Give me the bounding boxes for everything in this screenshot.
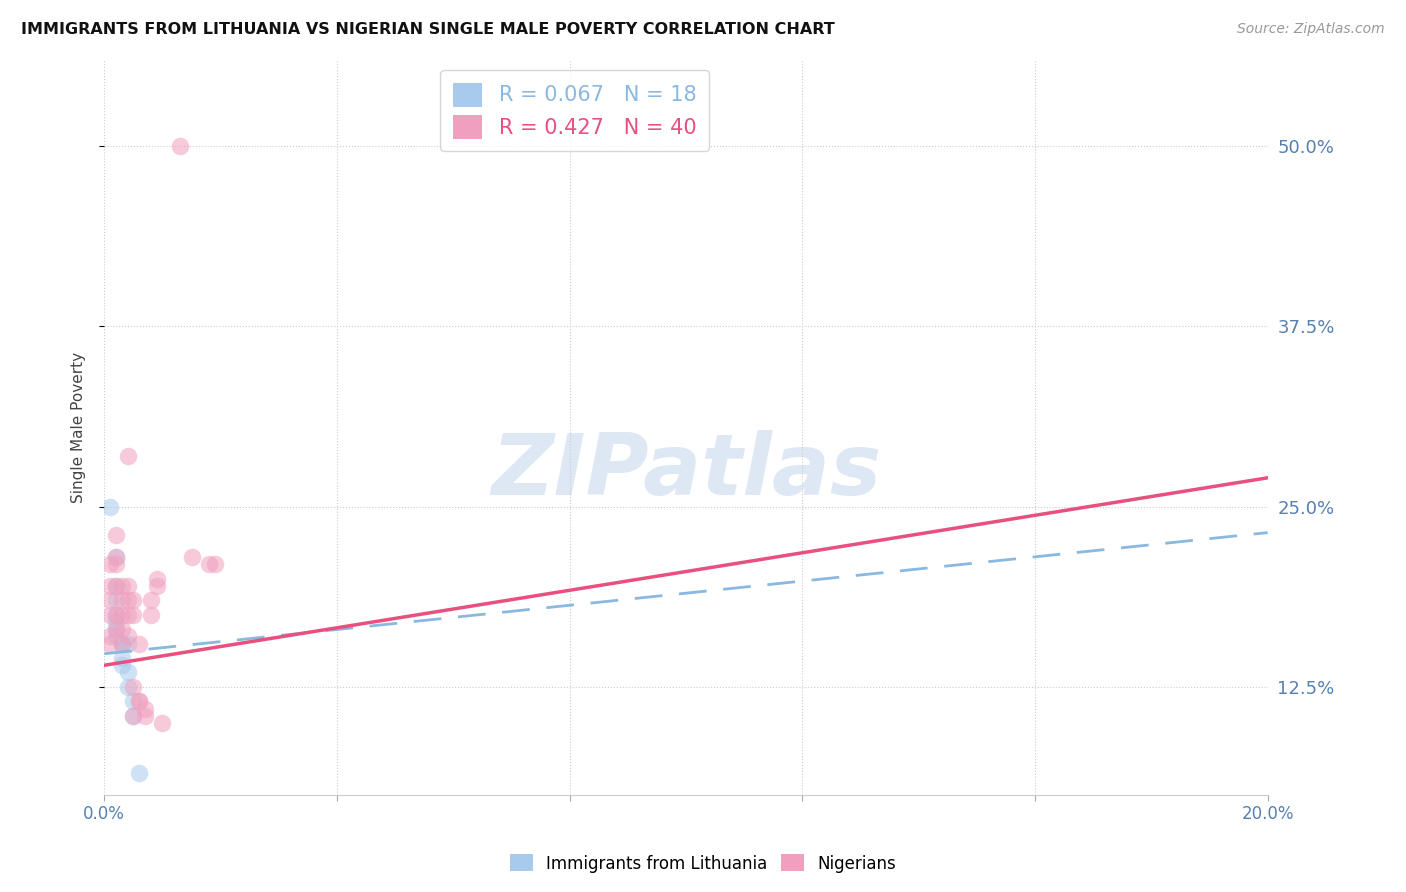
Point	[104, 593, 127, 607]
Point	[104, 622, 127, 636]
Point	[134, 708, 156, 723]
Point	[198, 558, 221, 572]
Point	[145, 572, 167, 586]
Point	[122, 593, 145, 607]
Point	[117, 579, 139, 593]
Point	[104, 528, 127, 542]
Point	[111, 622, 134, 636]
Point	[98, 637, 121, 651]
Point	[104, 622, 127, 636]
Point	[117, 629, 139, 643]
Legend: Immigrants from Lithuania, Nigerians: Immigrants from Lithuania, Nigerians	[503, 847, 903, 880]
Point	[128, 766, 150, 780]
Point	[180, 550, 202, 565]
Point	[122, 680, 145, 694]
Point	[204, 558, 226, 572]
Point	[98, 593, 121, 607]
Point	[111, 637, 134, 651]
Point	[111, 579, 134, 593]
Point	[98, 607, 121, 622]
Point	[104, 550, 127, 565]
Point	[128, 637, 150, 651]
Point	[117, 607, 139, 622]
Text: Source: ZipAtlas.com: Source: ZipAtlas.com	[1237, 22, 1385, 37]
Point	[98, 500, 121, 514]
Point	[128, 694, 150, 708]
Point	[134, 701, 156, 715]
Point	[122, 694, 145, 708]
Point	[139, 607, 162, 622]
Text: ZIPatlas: ZIPatlas	[491, 430, 882, 513]
Point	[111, 658, 134, 673]
Point	[111, 637, 134, 651]
Point	[122, 607, 145, 622]
Point	[122, 708, 145, 723]
Point	[145, 579, 167, 593]
Point	[111, 651, 134, 665]
Point	[98, 629, 121, 643]
Point	[117, 665, 139, 680]
Point	[98, 558, 121, 572]
Point	[128, 694, 150, 708]
Point	[117, 637, 139, 651]
Point	[152, 715, 174, 730]
Point	[104, 607, 127, 622]
Point	[117, 593, 139, 607]
Point	[117, 449, 139, 463]
Point	[169, 139, 191, 153]
Point	[104, 550, 127, 565]
Point	[104, 607, 127, 622]
Point	[111, 637, 134, 651]
Point	[104, 558, 127, 572]
Point	[104, 579, 127, 593]
Point	[104, 615, 127, 629]
Point	[98, 579, 121, 593]
Text: IMMIGRANTS FROM LITHUANIA VS NIGERIAN SINGLE MALE POVERTY CORRELATION CHART: IMMIGRANTS FROM LITHUANIA VS NIGERIAN SI…	[21, 22, 835, 37]
Point	[111, 607, 134, 622]
Point	[122, 708, 145, 723]
Point	[104, 629, 127, 643]
Y-axis label: Single Male Poverty: Single Male Poverty	[72, 351, 86, 503]
Legend: R = 0.067   N = 18, R = 0.427   N = 40: R = 0.067 N = 18, R = 0.427 N = 40	[440, 70, 709, 152]
Point	[104, 579, 127, 593]
Point	[139, 593, 162, 607]
Point	[117, 680, 139, 694]
Point	[111, 593, 134, 607]
